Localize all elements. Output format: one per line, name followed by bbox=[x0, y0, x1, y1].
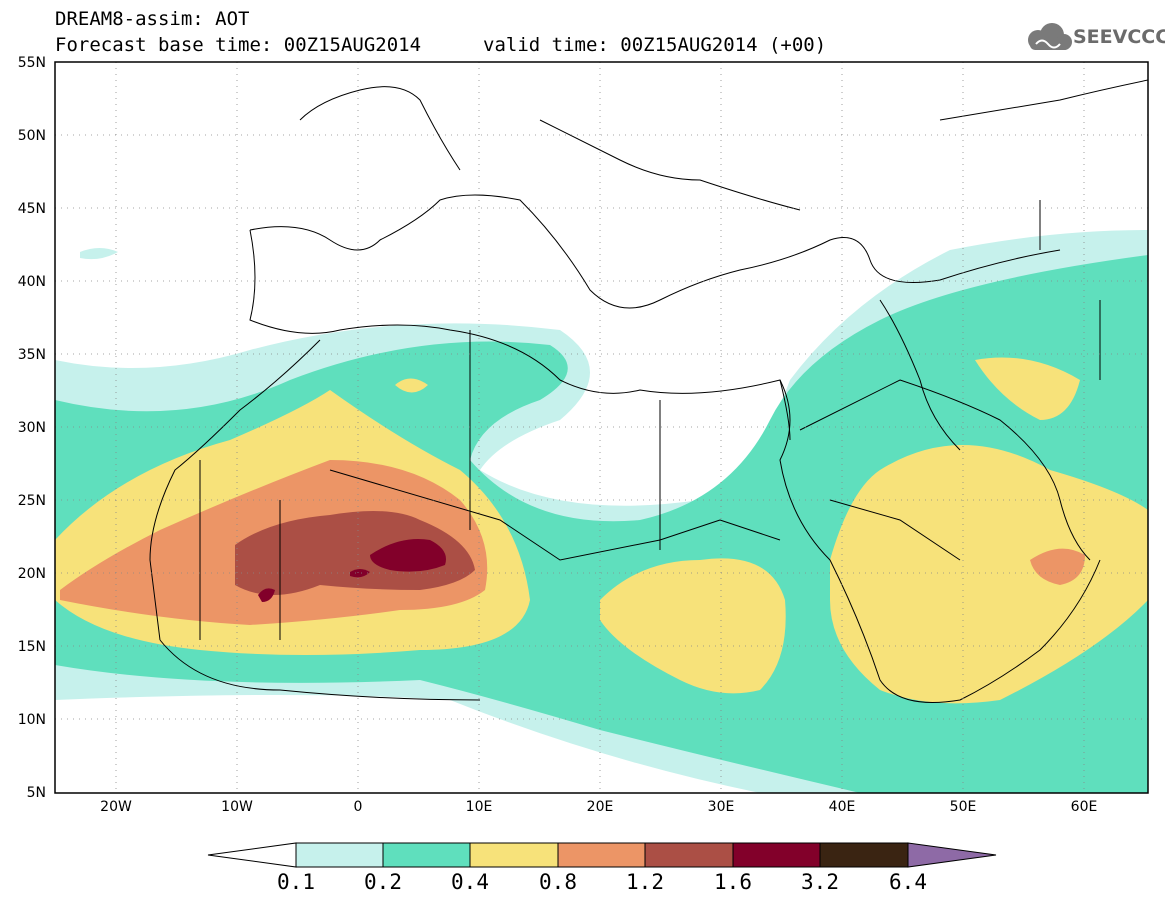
lat-label: 25N bbox=[18, 493, 46, 509]
map-frame bbox=[54, 61, 1149, 794]
coastlines bbox=[149, 79, 1148, 703]
lat-label: 15N bbox=[18, 639, 46, 655]
lat-label: 5N bbox=[27, 785, 46, 801]
lat-label: 45N bbox=[18, 201, 46, 217]
forecast-base-time: Forecast base time: 00Z15AUG2014 bbox=[55, 34, 422, 56]
lat-label: 55N bbox=[18, 55, 46, 71]
cloud-icon bbox=[1028, 23, 1072, 50]
map-title: DREAM8-assim: AOT bbox=[55, 8, 250, 30]
colorbar-segment bbox=[557, 842, 646, 868]
colorbar-low-arrow bbox=[207, 842, 297, 868]
lat-label: 30N bbox=[18, 420, 46, 436]
valid-time: valid time: 00Z15AUG2014 (+00) bbox=[483, 34, 827, 56]
longitude-labels: 20W 10W 0 10E 20E 30E 40E 50E 60E bbox=[100, 799, 1097, 815]
colorbar-segment bbox=[644, 842, 734, 868]
colorbar-high-arrow bbox=[907, 842, 997, 868]
lon-label: 0 bbox=[354, 799, 363, 815]
lon-label: 10E bbox=[466, 799, 493, 815]
colorbar bbox=[207, 842, 997, 868]
lat-label: 10N bbox=[18, 712, 46, 728]
lat-label: 20N bbox=[18, 566, 46, 582]
colorbar-label: 1.2 bbox=[626, 870, 664, 894]
colorbar-segment bbox=[469, 842, 559, 868]
colorbar-segment bbox=[382, 842, 471, 868]
colorbar-label: 1.6 bbox=[714, 870, 752, 894]
lon-label: 20E bbox=[587, 799, 614, 815]
aot-field bbox=[55, 230, 1148, 793]
colorbar-label: 3.2 bbox=[801, 870, 839, 894]
lat-label: 50N bbox=[18, 128, 46, 144]
lat-label: 40N bbox=[18, 274, 46, 290]
colorbar-label: 0.8 bbox=[539, 870, 577, 894]
lat-label: 35N bbox=[18, 347, 46, 363]
lon-label: 60E bbox=[1071, 799, 1098, 815]
lon-label: 30E bbox=[708, 799, 735, 815]
lon-label: 10W bbox=[221, 799, 253, 815]
lon-label: 50E bbox=[950, 799, 977, 815]
lat-lon-grid bbox=[55, 62, 1148, 793]
lon-label: 40E bbox=[829, 799, 856, 815]
latitude-labels: 55N 50N 45N 40N 35N 30N 25N 20N 15N 10N … bbox=[18, 55, 46, 801]
colorbar-segment bbox=[819, 842, 909, 868]
colorbar-segment bbox=[295, 842, 384, 868]
colorbar-label: 0.1 bbox=[277, 870, 315, 894]
colorbar-label: 6.4 bbox=[889, 870, 927, 894]
colorbar-label: 0.2 bbox=[364, 870, 402, 894]
lon-label: 20W bbox=[100, 799, 132, 815]
colorbar-segment bbox=[732, 842, 821, 868]
colorbar-label: 0.4 bbox=[451, 870, 489, 894]
logo-text: SEEVCCC bbox=[1073, 26, 1165, 48]
